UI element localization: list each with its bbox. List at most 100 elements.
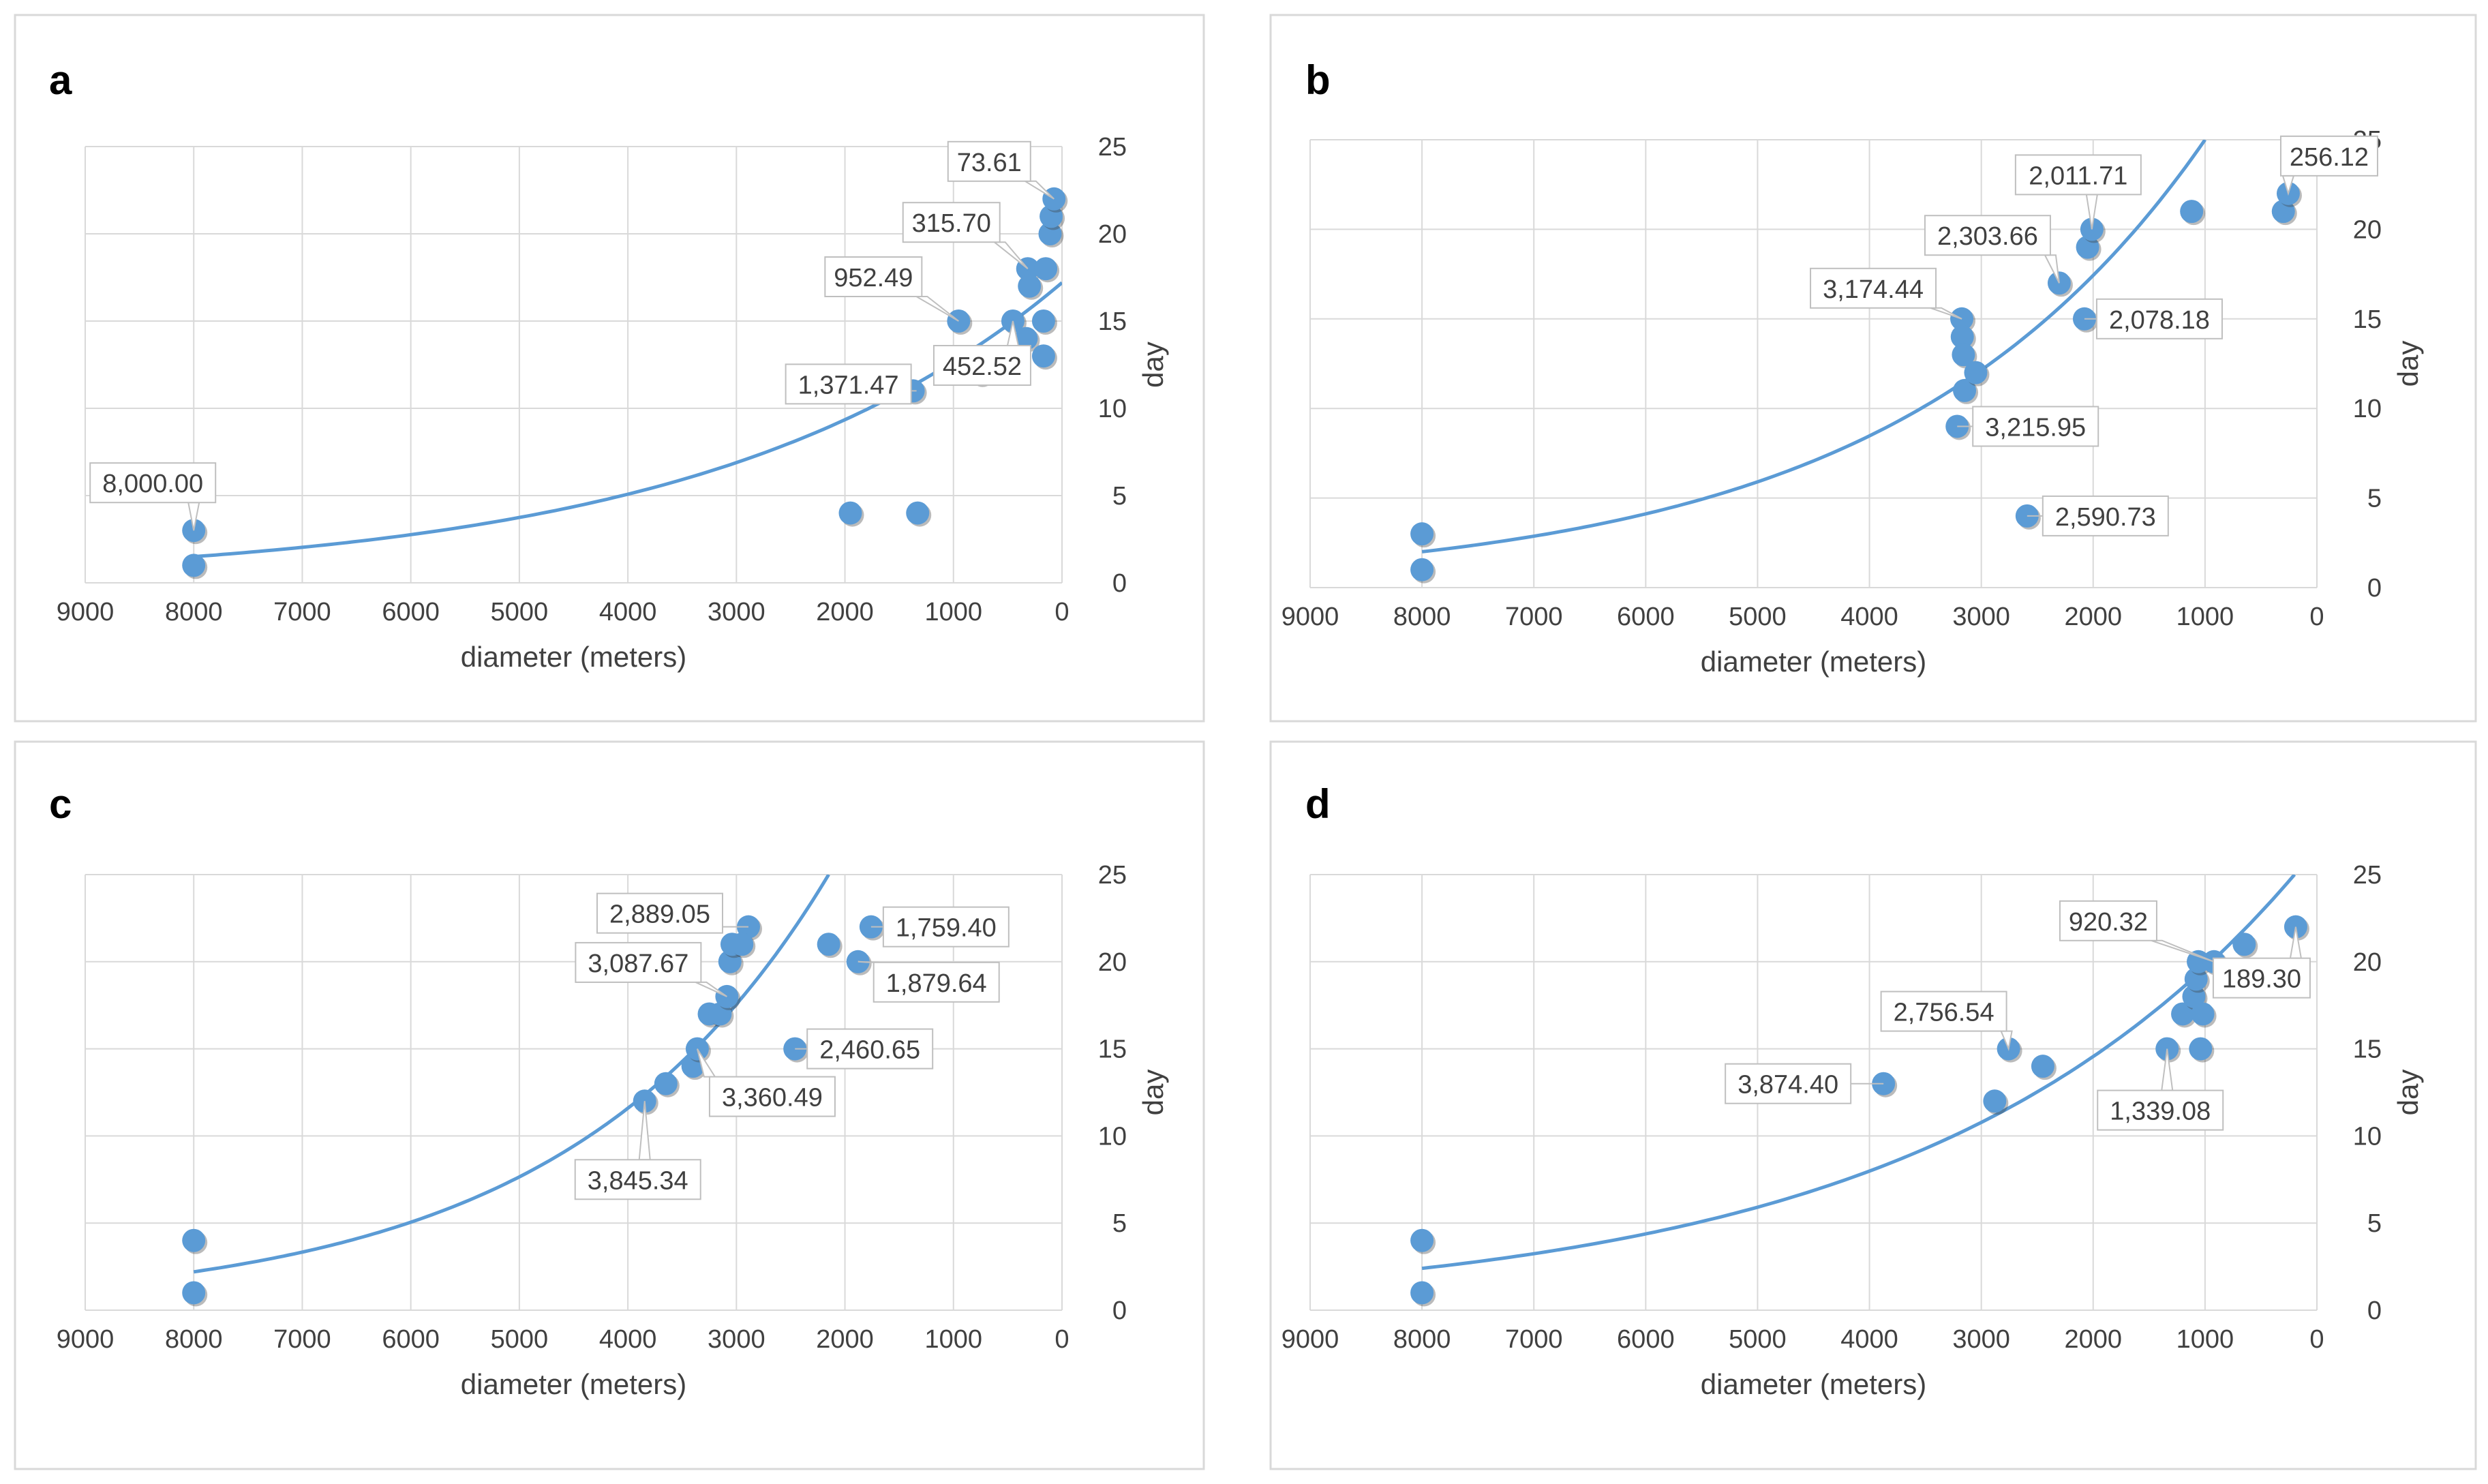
- data-label-box: [1725, 1063, 1852, 1104]
- data-label-text: 3,174.44: [1823, 275, 1924, 304]
- data-point: [838, 501, 862, 525]
- data-point: [817, 933, 840, 956]
- data-label-box: [2279, 135, 2378, 177]
- x-tick-label: 4000: [599, 598, 657, 626]
- y-tick-label: 10: [1098, 1122, 1127, 1151]
- data-point: [182, 554, 206, 577]
- y-tick-label: 10: [2353, 395, 2382, 423]
- data-label: 952.49: [824, 256, 959, 322]
- data-label-box: [1810, 267, 1937, 309]
- data-label: 3,174.44: [1810, 267, 1962, 320]
- data-point: [1031, 344, 1055, 368]
- x-tick-label: 5000: [1729, 603, 1787, 631]
- y-tick-label: 5: [1112, 1209, 1127, 1238]
- y-tick-label: 10: [2353, 1122, 2382, 1151]
- x-tick-label: 6000: [1617, 1325, 1675, 1354]
- data-point: [182, 1281, 206, 1305]
- data-point: [1031, 309, 1055, 333]
- x-tick-label: 0: [2309, 1325, 2324, 1354]
- y-tick-label: 0: [2367, 574, 2382, 603]
- y-tick-label: 5: [2367, 1209, 2382, 1238]
- x-tick-label: 1000: [925, 598, 983, 626]
- data-label: 1,879.64: [858, 960, 1000, 1003]
- data-label-box: [873, 961, 1000, 1003]
- data-label-box: [2042, 495, 2169, 536]
- x-tick-label: 2000: [816, 598, 874, 626]
- data-label-text: 315.70: [912, 209, 991, 238]
- x-axis-title: diameter (meters): [461, 1368, 686, 1400]
- x-tick-label: 1000: [925, 1325, 983, 1354]
- x-tick-label: 7000: [273, 598, 331, 626]
- data-label-text: 1,879.64: [886, 969, 987, 998]
- data-label-text: 73.61: [957, 149, 1022, 177]
- trendline: [1421, 140, 2206, 554]
- data-label-text: 3,087.67: [588, 950, 688, 978]
- data-label-box: [785, 363, 912, 405]
- y-tick-label: 15: [2353, 305, 2382, 334]
- data-label: 3,360.49: [696, 1048, 836, 1117]
- data-point: [2189, 1037, 2213, 1061]
- data-point: [1964, 361, 1988, 384]
- x-tick-label: 1000: [2176, 603, 2234, 631]
- data-label: 2,590.73: [2027, 495, 2169, 536]
- x-tick-label: 7000: [1505, 603, 1563, 631]
- data-label: 1,371.47: [785, 363, 917, 405]
- x-tick-label: 0: [1055, 598, 1069, 626]
- data-label-text: 8,000.00: [102, 470, 203, 498]
- data-point: [1410, 1281, 1434, 1305]
- y-axis-title: day: [1137, 342, 1169, 388]
- data-label-box: [1924, 215, 2051, 256]
- data-point: [681, 1055, 705, 1078]
- x-tick-label: 0: [2309, 603, 2324, 631]
- data-label-box: [882, 906, 1010, 948]
- data-point: [1014, 327, 1038, 350]
- y-tick-label: 15: [1098, 1035, 1127, 1064]
- x-tick-label: 1000: [2176, 1325, 2234, 1354]
- data-point: [2171, 1002, 2195, 1026]
- data-label: 2,889.05: [596, 892, 748, 934]
- x-tick-label: 6000: [382, 1325, 440, 1354]
- x-tick-label: 5000: [491, 598, 549, 626]
- data-label: 2,011.71: [2014, 154, 2142, 230]
- x-tick-label: 3000: [708, 598, 765, 626]
- data-label: 8,000.00: [89, 462, 217, 531]
- x-tick-label: 9000: [1281, 603, 1339, 631]
- data-label: 3,874.40: [1725, 1063, 1884, 1104]
- data-label-box: [1880, 990, 2007, 1032]
- trendline: [1421, 875, 2296, 1271]
- data-label: 452.52: [932, 320, 1031, 386]
- x-tick-label: 3000: [708, 1325, 765, 1354]
- x-tick-label: 9000: [57, 1325, 115, 1354]
- data-label-text: 2,756.54: [1894, 999, 1994, 1027]
- x-tick-label: 3000: [1952, 1325, 2010, 1354]
- data-label: 2,756.54: [1880, 990, 2013, 1052]
- data-label-text: 452.52: [943, 352, 1022, 381]
- panel-letter: d: [1305, 781, 1331, 827]
- x-tick-label: 2000: [2065, 603, 2123, 631]
- data-label: 2,078.18: [2084, 298, 2223, 339]
- data-label: 189.30: [2212, 926, 2311, 999]
- data-label: 920.32: [2059, 900, 2215, 963]
- x-tick-label: 6000: [1617, 603, 1675, 631]
- data-point: [1983, 1089, 2007, 1113]
- data-label-text: 2,460.65: [819, 1036, 920, 1065]
- data-label-box: [2097, 1089, 2224, 1131]
- y-tick-label: 10: [1098, 395, 1127, 423]
- data-label-box: [947, 140, 1031, 182]
- x-tick-label: 2000: [2065, 1325, 2123, 1354]
- data-point: [906, 501, 930, 525]
- y-tick-label: 20: [2353, 948, 2382, 977]
- y-tick-label: 0: [1112, 1297, 1127, 1325]
- data-point: [2182, 984, 2206, 1008]
- x-tick-label: 8000: [1393, 603, 1451, 631]
- data-label-box: [89, 462, 217, 504]
- data-point: [2180, 200, 2204, 224]
- data-point: [1040, 205, 1063, 228]
- data-point: [1952, 343, 1975, 367]
- y-tick-label: 20: [2353, 215, 2382, 244]
- y-tick-label: 0: [2367, 1297, 2382, 1325]
- data-label: 3,845.34: [574, 1101, 701, 1200]
- data-point: [182, 1228, 206, 1252]
- data-label-text: 3,874.40: [1738, 1071, 1838, 1100]
- data-label-text: 189.30: [2222, 965, 2301, 994]
